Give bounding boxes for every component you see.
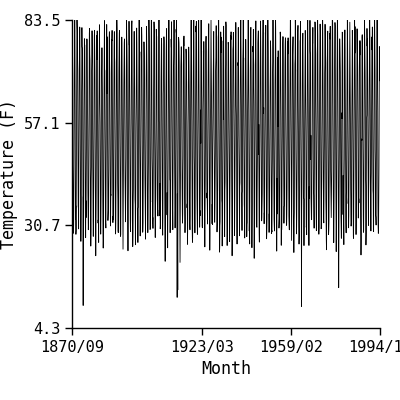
Y-axis label: Temperature (F): Temperature (F) <box>0 99 18 249</box>
X-axis label: Month: Month <box>201 360 251 378</box>
